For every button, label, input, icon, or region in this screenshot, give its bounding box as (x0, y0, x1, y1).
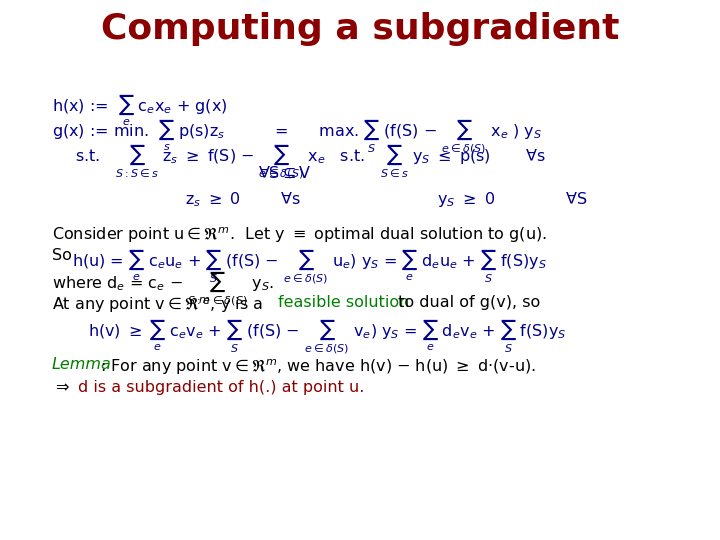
Text: So: So (52, 248, 77, 263)
Text: where d$_e$ = c$_e$ $-$ $\sum_{S:e\in\delta(S)}$ y$_S$.: where d$_e$ = c$_e$ $-$ $\sum_{S:e\in\de… (52, 270, 274, 308)
Text: $\Rightarrow$: $\Rightarrow$ (52, 380, 73, 395)
Text: Lemma: Lemma (52, 357, 112, 372)
Text: g(x) := min.  $\sum_s$ p(s)z$_s$          =      max. $\sum_S$ (f(S) $-$ $\sum_{: g(x) := min. $\sum_s$ p(s)z$_s$ = max. $… (52, 118, 542, 156)
Text: Computing a subgradient: Computing a subgradient (101, 12, 619, 46)
Text: to dual of g(v), so: to dual of g(v), so (393, 295, 540, 310)
Text: h(v) $\geq$ $\sum_e$ c$_e$v$_e$ + $\sum_S$ (f(S) $-$ $\sum_{e\in\delta(S)}$ v$_e: h(v) $\geq$ $\sum_e$ c$_e$v$_e$ + $\sum_… (88, 318, 567, 356)
Text: h(u) = $\sum_e$ c$_e$u$_e$ + $\sum_S$ (f(S) $-$ $\sum_{e\in\delta(S)}$ u$_e$) y$: h(u) = $\sum_e$ c$_e$u$_e$ + $\sum_S$ (f… (72, 248, 546, 286)
Text: z$_s$ $\geq$ 0        $\forall$s                           y$_S$ $\geq$ 0       : z$_s$ $\geq$ 0 $\forall$s y$_S$ $\geq$ 0 (185, 190, 588, 209)
Text: h(x) :=  $\sum_e$ c$_e$x$_e$ + g(x): h(x) := $\sum_e$ c$_e$x$_e$ + g(x) (52, 93, 228, 129)
Text: $\forall$S$\subseteq$V: $\forall$S$\subseteq$V (258, 165, 312, 181)
Text: : For any point v$\in\mathfrak{R}^m$, we have h(v) $-$ h(u) $\geq$ d$\cdot$(v-u): : For any point v$\in\mathfrak{R}^m$, we… (100, 357, 536, 376)
Text: At any point v$\in\mathfrak{R}^m$, y is a: At any point v$\in\mathfrak{R}^m$, y is … (52, 295, 264, 315)
Text: feasible solution: feasible solution (278, 295, 410, 310)
Text: s.t.   $\sum_{S:S\in s}$ z$_s$ $\geq$ f(S) $-$ $\sum_{e\in\delta(S)}$ x$_e$   s.: s.t. $\sum_{S:S\in s}$ z$_s$ $\geq$ f(S)… (75, 143, 546, 181)
Text: Consider point u$\in\mathfrak{R}^m$.  Let y $\equiv$ optimal dual solution to g(: Consider point u$\in\mathfrak{R}^m$. Let… (52, 225, 547, 245)
Text: d is a subgradient of h(.) at point u.: d is a subgradient of h(.) at point u. (78, 380, 364, 395)
